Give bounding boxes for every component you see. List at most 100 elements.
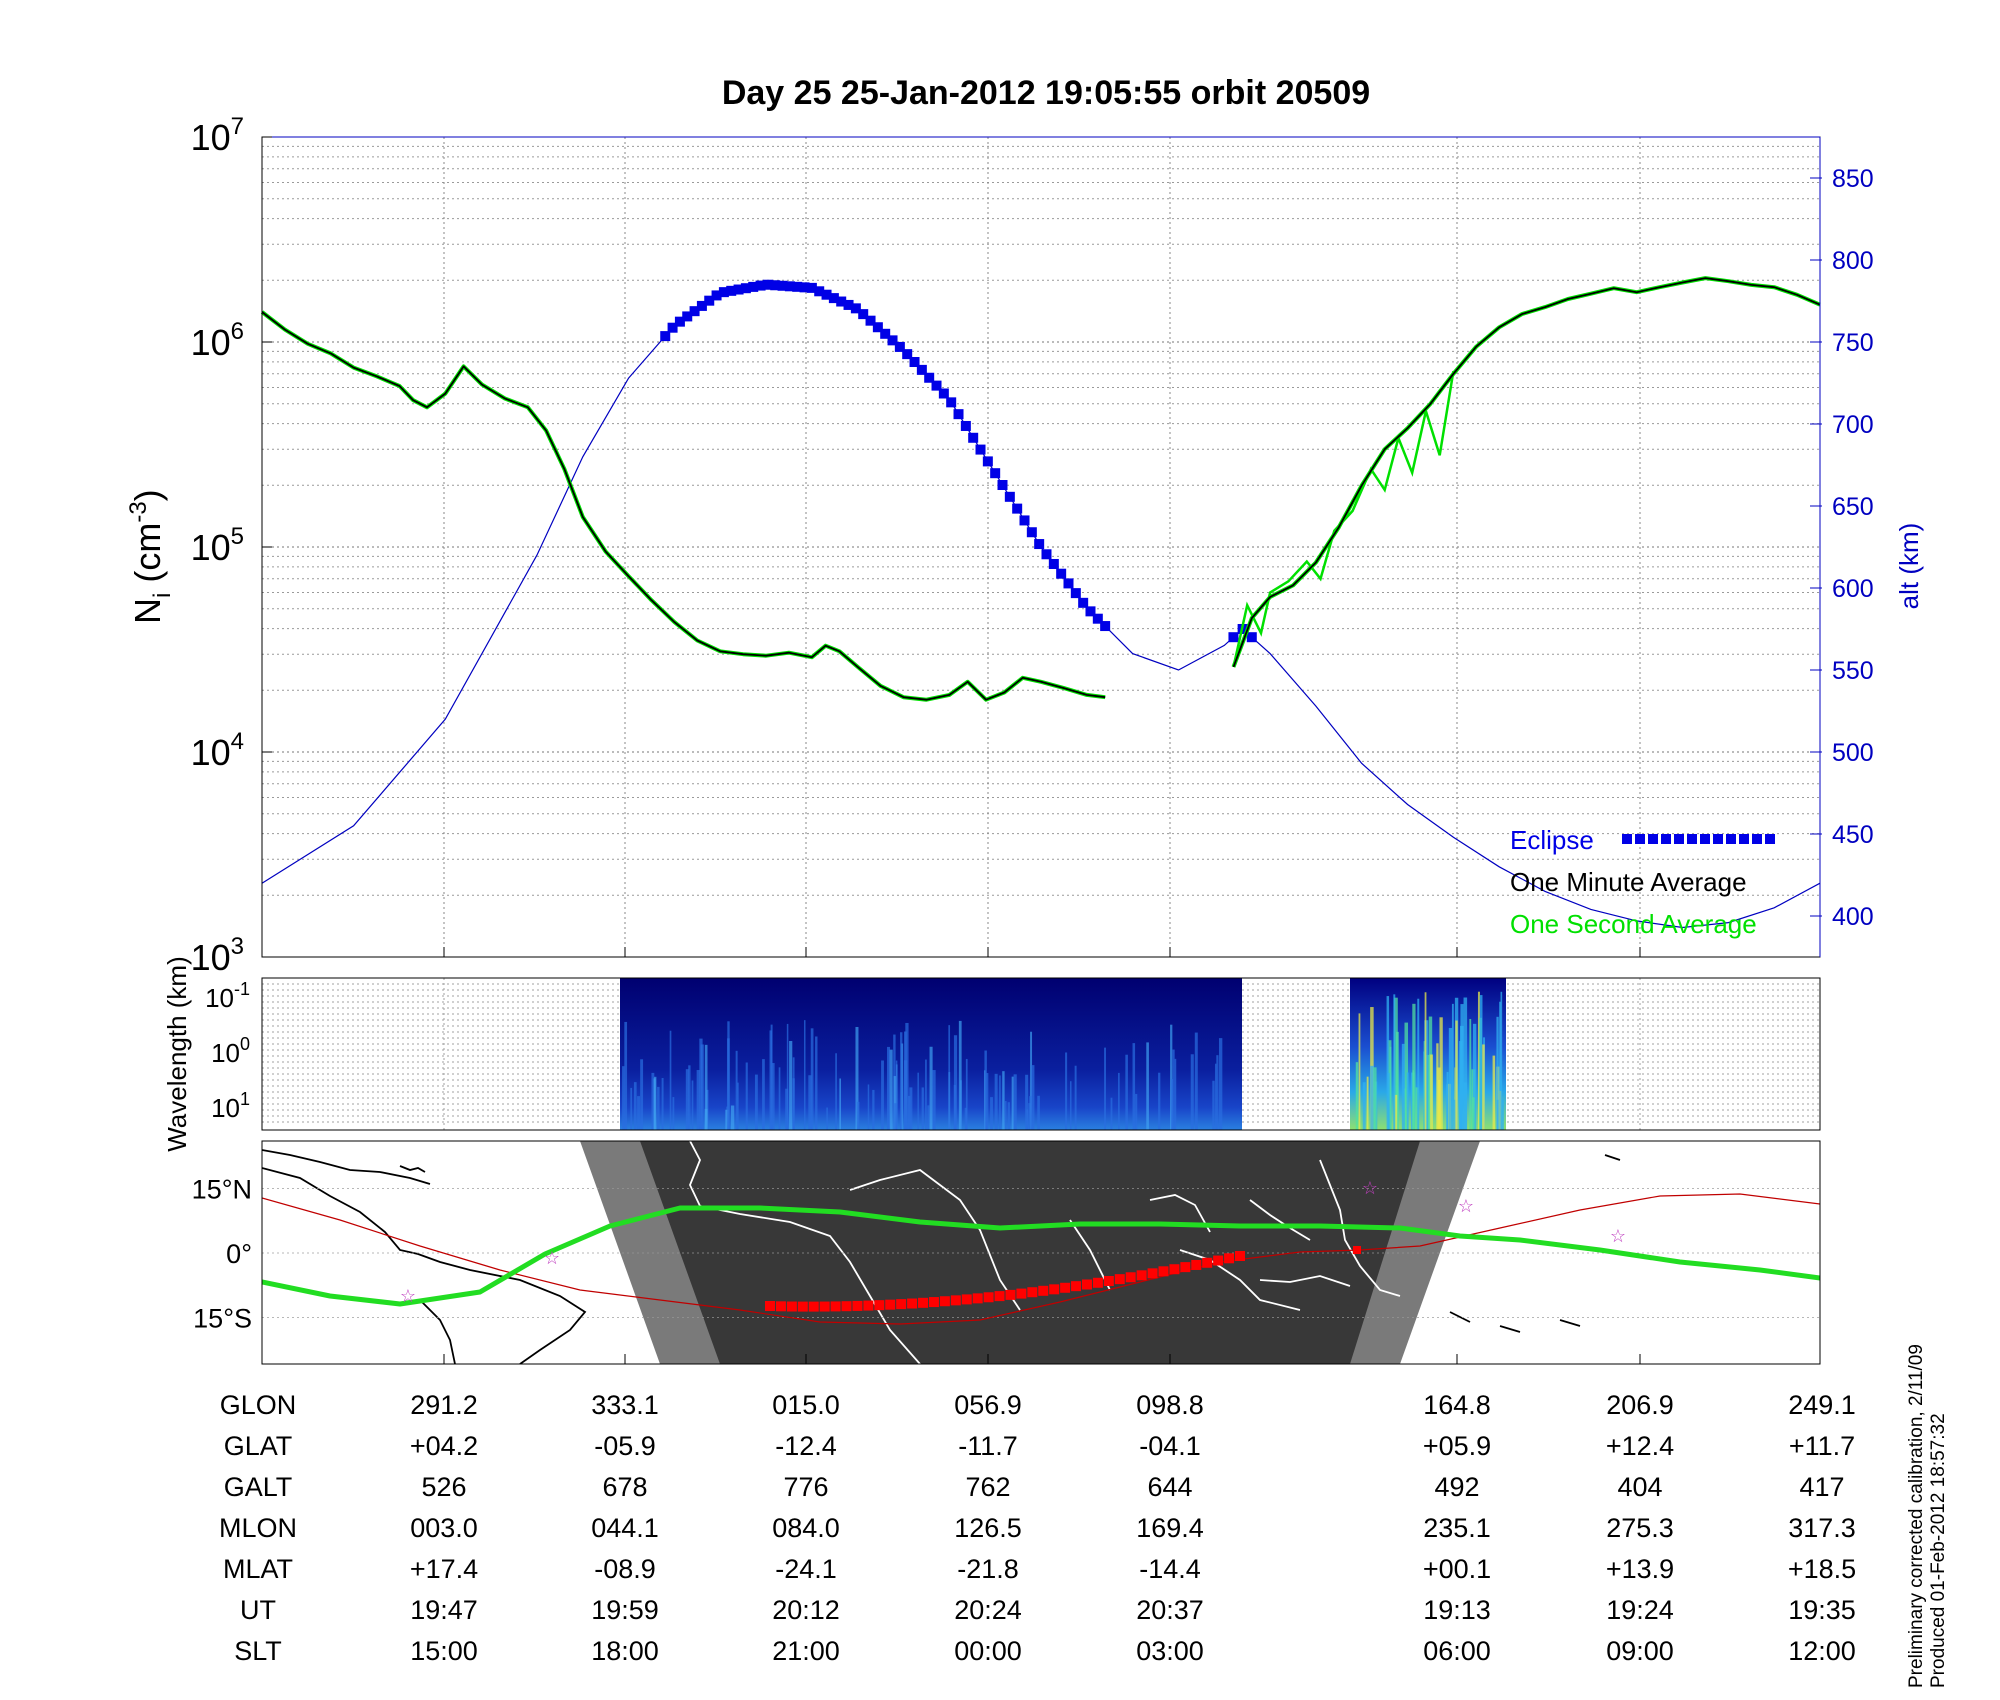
spectrogram-streak (1370, 1065, 1374, 1130)
eclipse-track-marker (961, 1294, 972, 1305)
footnote-line2: Produced 01-Feb-2012 18:57:32 (1928, 1413, 1949, 1688)
table-cell: +18.5 (1788, 1554, 1856, 1584)
spectrogram-streak (1446, 1084, 1449, 1130)
table-cell: -12.4 (775, 1431, 837, 1461)
eclipse-track-marker (1202, 1257, 1213, 1268)
table-row-label: UT (240, 1595, 276, 1625)
eclipse-marker (1085, 606, 1096, 617)
density-tick-label: 104 (191, 728, 244, 773)
spectrogram-streak (1500, 1080, 1502, 1130)
eclipse-track-marker (983, 1292, 994, 1303)
altitude-tick-label: 800 (1832, 247, 1874, 275)
coastline (419, 1299, 456, 1364)
table-cell: 19:35 (1788, 1595, 1856, 1625)
spectrogram-tick-label: 101 (211, 1089, 250, 1123)
table-cell: 164.8 (1423, 1390, 1491, 1420)
spectrogram-streak (1499, 1001, 1502, 1130)
legend-eclipse-square (1739, 834, 1749, 844)
eclipse-marker (865, 315, 876, 326)
table-cell: 169.4 (1136, 1513, 1204, 1543)
table-cell: 19:47 (410, 1595, 478, 1625)
spectrogram-streak (1479, 995, 1483, 1130)
eclipse-marker (1012, 503, 1023, 514)
table-cell: 762 (965, 1472, 1010, 1502)
spectrogram-streak (1396, 1031, 1399, 1130)
spectrogram-streak (1170, 1024, 1173, 1130)
eclipse-marker (755, 280, 766, 291)
eclipse-track-marker (1224, 1253, 1235, 1264)
density-ylabel-sub: i (149, 593, 176, 598)
density-tick-base: 10 (191, 117, 231, 158)
density-tick-label: 103 (191, 933, 244, 978)
eclipse-track-marker (1147, 1268, 1158, 1279)
spectrogram-streak (894, 1103, 898, 1130)
spectrogram-streak (1172, 1049, 1175, 1130)
eclipse-marker (880, 328, 891, 339)
reference-orbit-line (262, 1193, 1820, 1325)
eclipse-marker (660, 331, 671, 342)
eclipse-track-marker (1071, 1281, 1082, 1292)
table-cell: 098.8 (1136, 1390, 1204, 1420)
one-minute-series (261, 277, 1821, 701)
satellite-track (262, 1205, 1820, 1307)
eclipse-track (765, 1246, 1361, 1312)
density-tick-exp: 4 (231, 728, 244, 755)
spectrogram-streak (1135, 1093, 1138, 1130)
eclipse-track-marker (1191, 1259, 1202, 1270)
footnote-line1: Preliminary corrected calibration, 2/11/… (1906, 1344, 1927, 1688)
table-cell: -21.8 (957, 1554, 1019, 1584)
legend-eclipse-label: Eclipse (1510, 825, 1594, 855)
density-tick-exp: 5 (231, 523, 244, 550)
table-row-label: GLON (220, 1390, 297, 1420)
spectrogram-streak (735, 1050, 738, 1130)
table-cell: 21:00 (772, 1636, 840, 1666)
spectrogram-streak (1029, 1096, 1033, 1130)
table-cell: 03:00 (1136, 1636, 1204, 1666)
table-cell: 206.9 (1606, 1390, 1674, 1420)
spectrogram-streak (1386, 996, 1390, 1130)
table-cell: 678 (602, 1472, 647, 1502)
map-panel: ☆ ☆ ☆ ☆ ☆ 15°N 0° 15°S (192, 1140, 1821, 1365)
spectrogram-streak (1158, 1072, 1161, 1130)
spectrogram-streak (1362, 1082, 1366, 1130)
spectrogram-streak (1146, 1042, 1149, 1130)
eclipse-marker (792, 281, 803, 292)
spectrogram-streak (786, 1023, 789, 1130)
eclipse-track-marker (1169, 1264, 1180, 1275)
spectrogram-streak (1492, 1055, 1496, 1130)
spectrogram-streak (653, 1078, 656, 1130)
table-cell: 404 (1617, 1472, 1662, 1502)
spectrogram-streak (789, 1041, 793, 1130)
density-ylabel-unit-close: ) (127, 489, 168, 501)
spectrogram-streak (872, 1089, 875, 1130)
eclipse-marker (770, 280, 781, 291)
table-cell: +05.9 (1423, 1431, 1491, 1461)
latitude-labels: 15°N 0° 15°S (192, 1175, 252, 1334)
spectrogram-streak (1500, 991, 1503, 1130)
spectrogram-tick-exp: -1 (234, 979, 250, 999)
density-tick-label: 105 (191, 523, 244, 568)
eclipse-marker (718, 287, 729, 298)
altitude-tick-label: 450 (1832, 821, 1874, 849)
spectrogram-streak (1132, 1043, 1136, 1130)
table-cell: 19:13 (1423, 1595, 1491, 1625)
eclipse-track-marker (1213, 1255, 1224, 1266)
eclipse-marker (740, 283, 751, 294)
spectrogram-streak (815, 1036, 818, 1130)
spectrogram-streak (953, 1084, 956, 1130)
spectrogram-streak (917, 1072, 919, 1130)
spectrogram-streak (1412, 1003, 1416, 1130)
legend-eclipse-square (1700, 834, 1710, 844)
eclipse-track-marker (1353, 1246, 1361, 1254)
spectrogram-streak (1170, 1078, 1173, 1130)
spectrogram-streak (1393, 997, 1398, 1130)
spectrogram-streak (669, 1030, 672, 1130)
spectrogram-streak (958, 1020, 962, 1130)
eclipse-marker (748, 281, 759, 292)
table-cell: 084.0 (772, 1513, 840, 1543)
table-cell: 20:12 (772, 1595, 840, 1625)
spectrogram-streak (1415, 1087, 1419, 1130)
legend-eclipse-square (1674, 834, 1684, 844)
coastline (1449, 1311, 1471, 1323)
